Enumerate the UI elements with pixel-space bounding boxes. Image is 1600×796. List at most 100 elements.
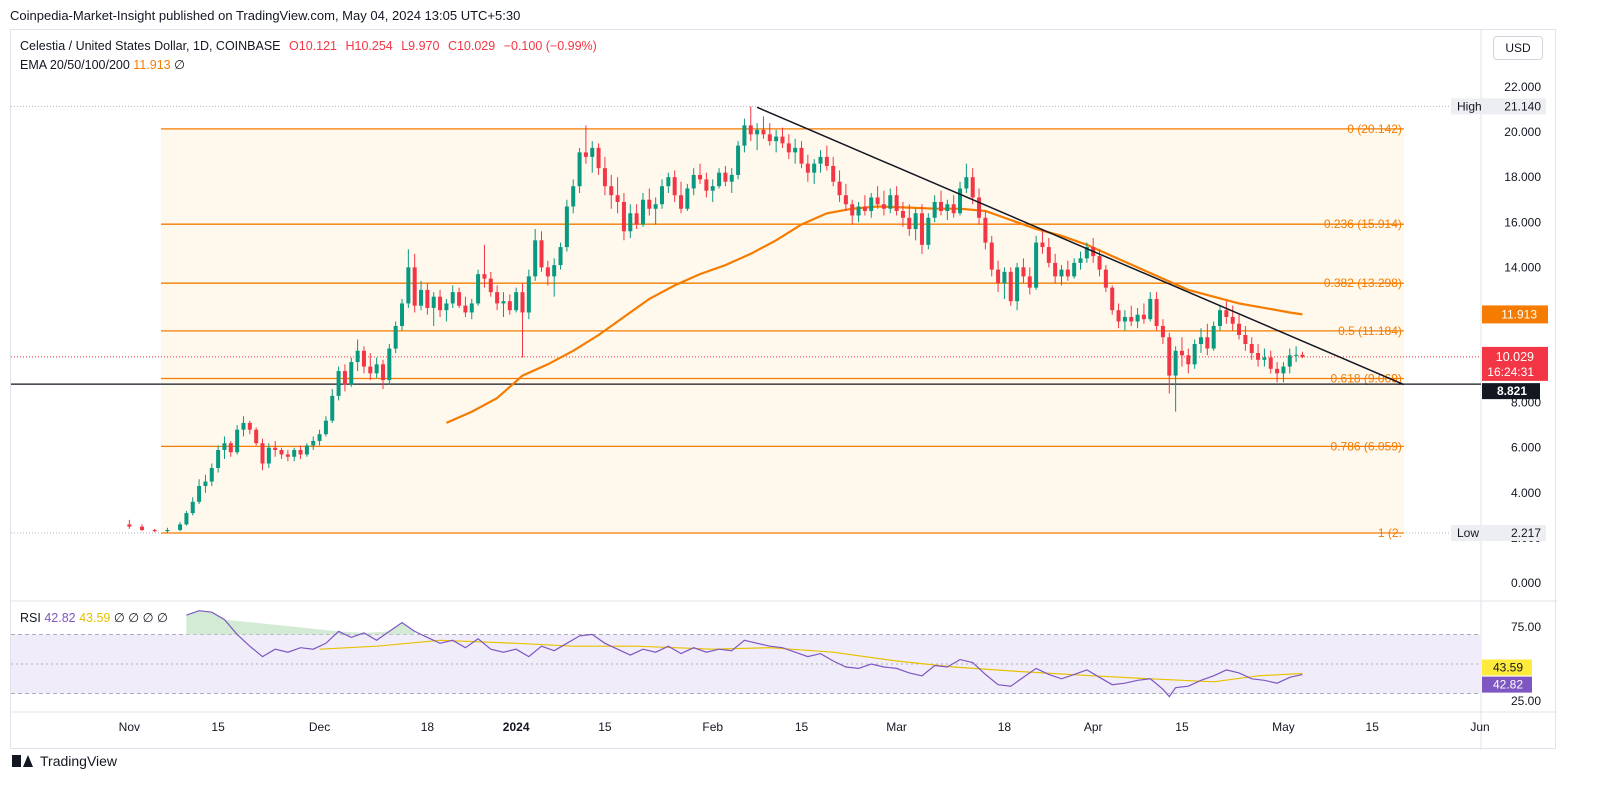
price-tick-label: 6.000 bbox=[1511, 441, 1541, 455]
rsi-value-tag-label: 42.82 bbox=[1493, 678, 1523, 692]
candle-body bbox=[311, 440, 316, 446]
candle-body bbox=[431, 296, 436, 308]
price-tick-label: 18.000 bbox=[1504, 170, 1541, 184]
candle-body bbox=[1015, 267, 1020, 302]
currency-button[interactable]: USD bbox=[1493, 36, 1543, 60]
rsi-ma-tag bbox=[1482, 659, 1532, 676]
candle-body bbox=[235, 429, 240, 453]
candle-body bbox=[1275, 368, 1280, 374]
candle-body bbox=[615, 195, 620, 202]
candle-body bbox=[748, 125, 753, 135]
candle-body bbox=[685, 188, 690, 209]
candle-body bbox=[1034, 242, 1039, 288]
candle-body bbox=[628, 213, 633, 232]
candle-body bbox=[679, 195, 684, 209]
candle-body bbox=[1192, 344, 1197, 365]
candle-body bbox=[640, 199, 645, 225]
candle-body bbox=[1148, 298, 1153, 320]
candle-body bbox=[609, 186, 614, 196]
candle-body bbox=[1249, 344, 1254, 354]
fib-label-0: 0 (20.142) bbox=[1347, 122, 1402, 136]
fib-label-0.236: 0.236 (15.914) bbox=[1324, 217, 1402, 231]
candle-body bbox=[704, 179, 709, 191]
fib-label-0.618: 0.618 (9.069) bbox=[1331, 372, 1402, 386]
candle-body bbox=[495, 292, 500, 304]
candle-body bbox=[216, 449, 221, 469]
tradingview-logo-icon bbox=[12, 754, 34, 768]
candle-body bbox=[1040, 242, 1045, 248]
candle-body bbox=[1084, 247, 1089, 259]
time-tick-label: Feb bbox=[702, 720, 723, 734]
support-value-tag bbox=[1482, 383, 1540, 400]
candle-body bbox=[837, 181, 842, 196]
time-tick-label: Apr bbox=[1084, 720, 1103, 734]
high-value-label: 21.140 bbox=[1504, 99, 1541, 113]
candle-body bbox=[913, 213, 918, 230]
candle-body bbox=[1046, 247, 1051, 263]
candle-body bbox=[564, 206, 569, 248]
candle-body bbox=[203, 481, 208, 487]
rsi-ma-tag-label: 43.59 bbox=[1493, 660, 1523, 674]
candle-body bbox=[1211, 325, 1216, 349]
candle-body bbox=[939, 201, 944, 211]
candle-body bbox=[1205, 337, 1210, 349]
candle-body bbox=[285, 454, 290, 457]
ema-value-label: 11.913 bbox=[1501, 307, 1537, 321]
candle-body bbox=[292, 449, 297, 457]
candle-body bbox=[1268, 357, 1273, 369]
footer-brand[interactable]: TradingView bbox=[12, 753, 117, 769]
candle-body bbox=[254, 429, 259, 444]
candle-body bbox=[590, 147, 595, 157]
candle-body bbox=[197, 486, 202, 502]
candle-body bbox=[412, 267, 417, 306]
indicator-value: 11.913 bbox=[133, 58, 171, 72]
candle-body bbox=[552, 265, 557, 277]
high-value-tag bbox=[1482, 98, 1546, 115]
time-tick-label: 15 bbox=[1175, 720, 1189, 734]
candle-body bbox=[514, 292, 519, 311]
candle-body bbox=[342, 371, 347, 385]
fib-label-1: 1 (2. bbox=[1378, 526, 1402, 540]
candle-body bbox=[1287, 355, 1292, 367]
time-tick-label: 15 bbox=[211, 720, 225, 734]
candle-body bbox=[1059, 269, 1064, 277]
candle-body bbox=[1116, 310, 1121, 322]
last-price-tag bbox=[1482, 346, 1548, 381]
candle-body bbox=[558, 247, 563, 266]
candle-body bbox=[698, 174, 703, 180]
candle-body bbox=[894, 195, 899, 211]
candle-body bbox=[818, 156, 823, 164]
candle-body bbox=[1224, 310, 1229, 317]
candle-body bbox=[228, 443, 233, 453]
candle-body bbox=[799, 147, 804, 164]
time-tick-label: Jun bbox=[1470, 720, 1489, 734]
candle-body bbox=[843, 195, 848, 205]
candle-body bbox=[457, 292, 462, 306]
candle-body bbox=[400, 303, 405, 326]
candle-body bbox=[767, 134, 772, 142]
candle-body bbox=[1154, 298, 1159, 326]
candle-body bbox=[209, 468, 214, 482]
candle-body bbox=[317, 434, 322, 441]
rsi-value: 42.82 bbox=[44, 611, 76, 625]
candle-body bbox=[1186, 355, 1191, 365]
candle-body bbox=[469, 303, 474, 313]
chart-svg[interactable]: 0 (20.142) 0.236 (15.914) 0.382 (13.298) 0.… bbox=[11, 30, 1557, 750]
candle-body bbox=[932, 201, 937, 218]
published-line: Coinpedia-Market-Insight published on Tr… bbox=[10, 8, 521, 23]
candle-body bbox=[672, 177, 677, 196]
ohlc-change: −0.100 (−0.99%) bbox=[503, 39, 597, 53]
candle-body bbox=[520, 292, 525, 313]
candle-body bbox=[1256, 353, 1261, 360]
candle-body bbox=[742, 125, 747, 146]
rsi-ma-value: 43.59 bbox=[79, 611, 111, 625]
candle-body bbox=[140, 526, 145, 531]
rsi-extras: ∅ ∅ ∅ ∅ bbox=[113, 611, 168, 625]
candle-body bbox=[1103, 269, 1108, 288]
ohlc-low: L9.970 bbox=[401, 39, 440, 53]
candle-body bbox=[723, 172, 728, 182]
candle-body bbox=[222, 443, 227, 450]
candle-body bbox=[1243, 335, 1248, 345]
time-tick-label: 15 bbox=[1366, 720, 1380, 734]
candle-body bbox=[996, 269, 1001, 284]
